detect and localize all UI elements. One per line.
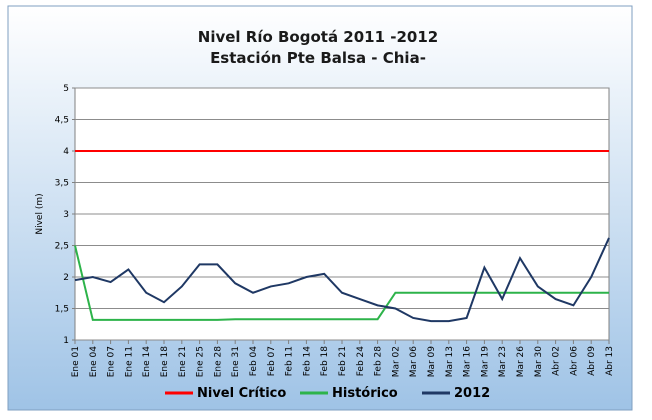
x-tick-label: Abr 06 bbox=[569, 346, 579, 376]
x-tick-label: Ene 01 bbox=[71, 346, 81, 377]
x-tick-label: Mar 30 bbox=[534, 346, 544, 378]
x-tick-label: Feb 14 bbox=[302, 346, 312, 377]
x-tick-label: Feb 21 bbox=[338, 346, 348, 376]
legend-label: Histórico bbox=[332, 386, 398, 401]
x-tick-label: Abr 13 bbox=[605, 346, 615, 376]
x-tick-label: Feb 28 bbox=[374, 346, 384, 377]
y-tick-label: 1,5 bbox=[55, 305, 69, 315]
x-tick-label: Mar 23 bbox=[498, 346, 508, 377]
x-tick-label: Abr 09 bbox=[587, 346, 597, 376]
x-tick-label: Mar 16 bbox=[463, 346, 473, 378]
chart-subtitle: Estación Pte Balsa - Chia- bbox=[210, 49, 426, 67]
x-tick-label: Mar 06 bbox=[409, 346, 419, 378]
x-tick-label: Ene 31 bbox=[231, 346, 241, 377]
x-tick-label: Abr 02 bbox=[552, 346, 562, 376]
x-tick-label: Ene 21 bbox=[178, 346, 188, 377]
x-tick-label: Mar 19 bbox=[480, 346, 490, 378]
legend-label: 2012 bbox=[454, 386, 490, 401]
x-tick-label: Ene 04 bbox=[89, 346, 99, 378]
chart-title: Nivel Río Bogotá 2011 -2012 bbox=[198, 28, 438, 46]
x-tick-label: Ene 18 bbox=[160, 346, 170, 378]
y-tick-label: 2,5 bbox=[55, 242, 69, 252]
y-tick-label: 2 bbox=[63, 273, 69, 283]
y-tick-label: 3 bbox=[63, 210, 69, 220]
y-axis-label: Nivel (m) bbox=[35, 193, 45, 234]
x-tick-label: Mar 13 bbox=[445, 346, 455, 377]
x-tick-label: Ene 14 bbox=[142, 346, 152, 378]
x-tick-label: Mar 26 bbox=[516, 346, 526, 378]
x-tick-label: Ene 07 bbox=[107, 346, 117, 377]
y-tick-label: 4,5 bbox=[55, 116, 69, 126]
x-tick-label: Feb 07 bbox=[267, 346, 277, 376]
y-tick-label: 4 bbox=[63, 147, 69, 157]
legend-label: Nivel Crítico bbox=[197, 386, 286, 401]
x-tick-label: Mar 09 bbox=[427, 346, 437, 378]
x-tick-label: Ene 28 bbox=[213, 346, 223, 378]
x-tick-label: Ene 11 bbox=[124, 346, 134, 377]
series-line bbox=[74, 237, 610, 323]
x-tick-label: Ene 25 bbox=[196, 346, 206, 377]
x-tick-label: Mar 02 bbox=[391, 346, 401, 377]
y-tick-label: 3,5 bbox=[55, 179, 69, 189]
y-tick-label: 5 bbox=[63, 84, 69, 94]
x-tick-label: Feb 18 bbox=[320, 346, 330, 377]
x-tick-label: Feb 04 bbox=[249, 346, 259, 377]
x-tick-label: Feb 11 bbox=[285, 346, 295, 376]
series-line bbox=[74, 245, 609, 321]
y-tick-label: 1 bbox=[63, 336, 69, 346]
x-tick-label: Feb 24 bbox=[356, 346, 366, 377]
